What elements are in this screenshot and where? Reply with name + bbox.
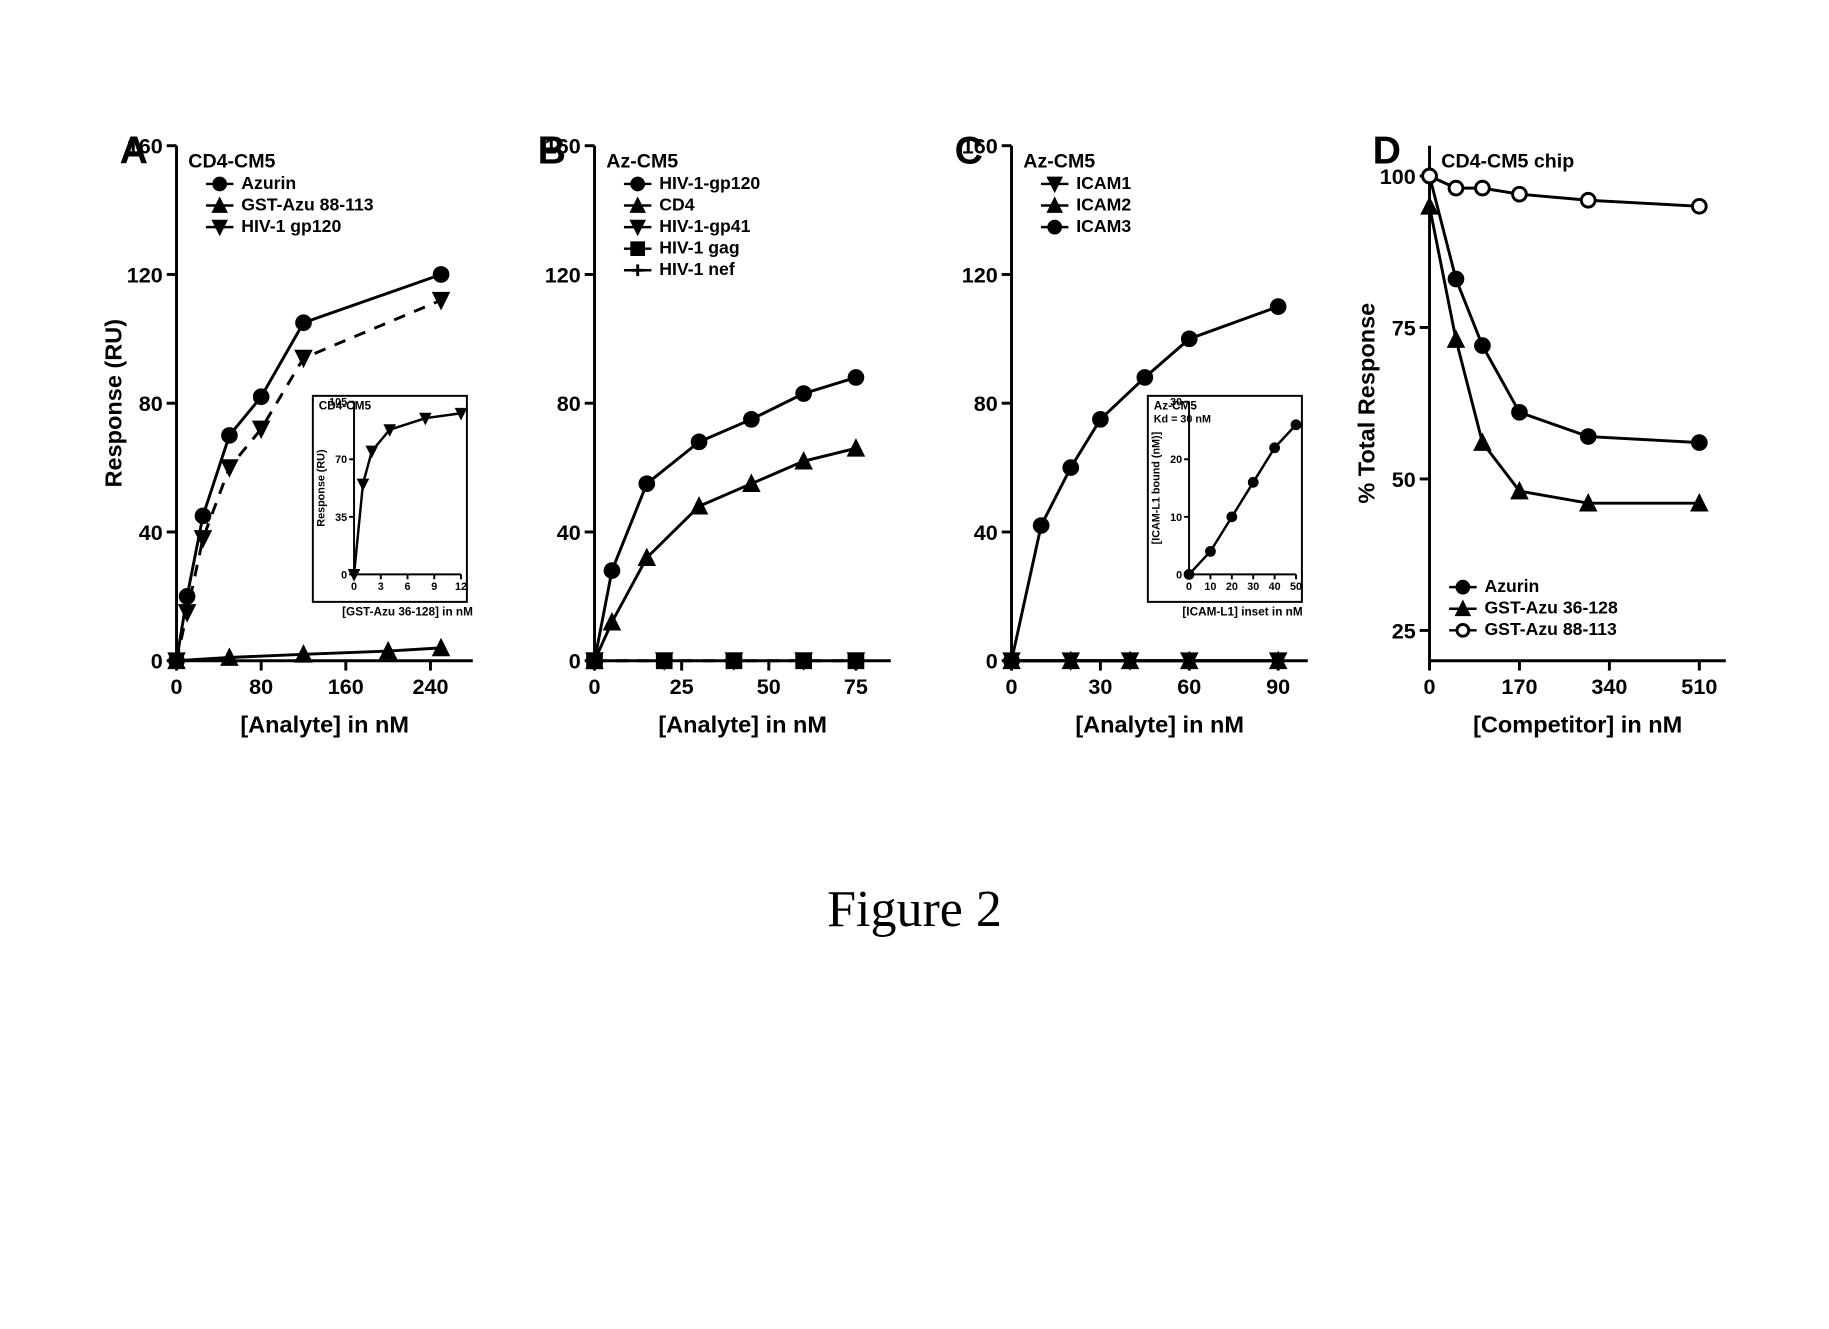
svg-text:240: 240 xyxy=(412,674,448,699)
svg-text:80: 80 xyxy=(556,391,580,416)
svg-text:120: 120 xyxy=(962,262,998,287)
svg-text:0: 0 xyxy=(588,674,600,699)
svg-text:0: 0 xyxy=(171,674,183,699)
svg-text:A: A xyxy=(120,128,148,172)
svg-text:0: 0 xyxy=(151,649,163,674)
svg-text:Kd = 30 nM: Kd = 30 nM xyxy=(1154,413,1211,425)
svg-text:120: 120 xyxy=(544,262,580,287)
svg-text:[ICAM-L1] inset in nM: [ICAM-L1] inset in nM xyxy=(1182,606,1302,619)
svg-text:25: 25 xyxy=(1391,618,1415,643)
svg-text:0: 0 xyxy=(341,569,347,581)
svg-text:20: 20 xyxy=(1226,581,1238,593)
svg-text:0: 0 xyxy=(1006,674,1018,699)
svg-text:Response (RU): Response (RU) xyxy=(101,319,127,488)
svg-text:HIV-1-gp41: HIV-1-gp41 xyxy=(659,216,750,236)
svg-text:ICAM3: ICAM3 xyxy=(1076,216,1131,236)
svg-text:3: 3 xyxy=(378,581,384,593)
svg-text:Azurin: Azurin xyxy=(1484,576,1539,596)
svg-text:40: 40 xyxy=(1269,581,1281,593)
svg-text:0: 0 xyxy=(351,581,357,593)
svg-text:40: 40 xyxy=(556,520,580,545)
svg-text:CD4: CD4 xyxy=(659,194,694,214)
svg-text:ICAM1: ICAM1 xyxy=(1076,173,1131,193)
svg-text:Azurin: Azurin xyxy=(241,173,296,193)
svg-text:75: 75 xyxy=(843,674,867,699)
svg-text:90: 90 xyxy=(1266,674,1290,699)
svg-text:B: B xyxy=(537,128,565,172)
svg-text:Az-CM5: Az-CM5 xyxy=(1023,150,1095,172)
svg-text:75: 75 xyxy=(1391,315,1415,340)
svg-text:80: 80 xyxy=(974,391,998,416)
svg-text:HIV-1 gag: HIV-1 gag xyxy=(659,238,739,258)
panel-c: 030609004080120160[Analyte] in nMCAz-CM5… xyxy=(935,90,1323,790)
svg-text:120: 120 xyxy=(127,262,163,287)
svg-text:70: 70 xyxy=(335,454,347,466)
svg-text:340: 340 xyxy=(1591,674,1627,699)
panel-b: 025507504080120160[Analyte] in nMBAz-CM5… xyxy=(518,90,906,790)
svg-text:12: 12 xyxy=(455,581,467,593)
svg-text:HIV-1 nef: HIV-1 nef xyxy=(659,259,735,279)
svg-text:0: 0 xyxy=(1186,581,1192,593)
svg-text:30: 30 xyxy=(1247,581,1259,593)
svg-text:HIV-1 gp120: HIV-1 gp120 xyxy=(241,216,341,236)
svg-text:0: 0 xyxy=(568,649,580,674)
figure-panels: 08016024004080120160[Analyte] in nMRespo… xyxy=(100,90,1740,790)
svg-text:170: 170 xyxy=(1501,674,1537,699)
panel-d: 0170340510255075100[Competitor] in nM% T… xyxy=(1353,90,1741,790)
svg-text:0: 0 xyxy=(1176,569,1182,581)
svg-text:35: 35 xyxy=(335,512,347,524)
svg-text:6: 6 xyxy=(405,581,411,593)
svg-text:Az-CM5: Az-CM5 xyxy=(606,150,678,172)
svg-text:9: 9 xyxy=(431,581,437,593)
svg-text:160: 160 xyxy=(328,674,364,699)
svg-text:50: 50 xyxy=(756,674,780,699)
svg-text:GST-Azu 88-113: GST-Azu 88-113 xyxy=(1484,619,1617,639)
svg-text:CD4-CM5 chip: CD4-CM5 chip xyxy=(1441,150,1574,172)
panel-a: 08016024004080120160[Analyte] in nMRespo… xyxy=(100,90,488,790)
svg-text:[Analyte] in nM: [Analyte] in nM xyxy=(240,711,409,737)
svg-text:60: 60 xyxy=(1177,674,1201,699)
svg-text:CD4-CM5: CD4-CM5 xyxy=(319,400,372,413)
svg-text:[Analyte] in nM: [Analyte] in nM xyxy=(1075,711,1244,737)
svg-text:30: 30 xyxy=(1088,674,1112,699)
svg-text:Az-CM5: Az-CM5 xyxy=(1154,400,1198,413)
svg-text:% Total Response: % Total Response xyxy=(1353,303,1379,504)
svg-text:ICAM2: ICAM2 xyxy=(1076,194,1131,214)
svg-text:CD4-CM5: CD4-CM5 xyxy=(188,150,275,172)
svg-text:[ICAM-L1 bound (nM)]: [ICAM-L1 bound (nM)] xyxy=(1151,432,1163,545)
svg-text:[GST-Azu 36-128] in nM: [GST-Azu 36-128] in nM xyxy=(342,606,473,619)
svg-text:D: D xyxy=(1372,128,1400,172)
svg-text:HIV-1-gp120: HIV-1-gp120 xyxy=(659,173,760,193)
svg-text:[Analyte] in nM: [Analyte] in nM xyxy=(658,711,827,737)
figure-caption: Figure 2 xyxy=(0,880,1829,939)
svg-text:Response (RU): Response (RU) xyxy=(316,449,328,527)
svg-text:510: 510 xyxy=(1681,674,1717,699)
svg-text:0: 0 xyxy=(1423,674,1435,699)
svg-text:40: 40 xyxy=(139,520,163,545)
svg-text:80: 80 xyxy=(249,674,273,699)
svg-text:C: C xyxy=(955,128,983,172)
svg-text:[Competitor] in nM: [Competitor] in nM xyxy=(1473,711,1682,737)
svg-text:25: 25 xyxy=(669,674,693,699)
svg-text:GST-Azu 88-113: GST-Azu 88-113 xyxy=(241,194,374,214)
svg-text:50: 50 xyxy=(1290,581,1302,593)
svg-text:GST-Azu 36-128: GST-Azu 36-128 xyxy=(1484,598,1618,618)
svg-text:10: 10 xyxy=(1204,581,1216,593)
svg-text:20: 20 xyxy=(1170,454,1182,466)
svg-text:40: 40 xyxy=(974,520,998,545)
svg-text:0: 0 xyxy=(986,649,998,674)
svg-text:10: 10 xyxy=(1170,512,1182,524)
svg-text:80: 80 xyxy=(139,391,163,416)
svg-text:50: 50 xyxy=(1391,467,1415,492)
